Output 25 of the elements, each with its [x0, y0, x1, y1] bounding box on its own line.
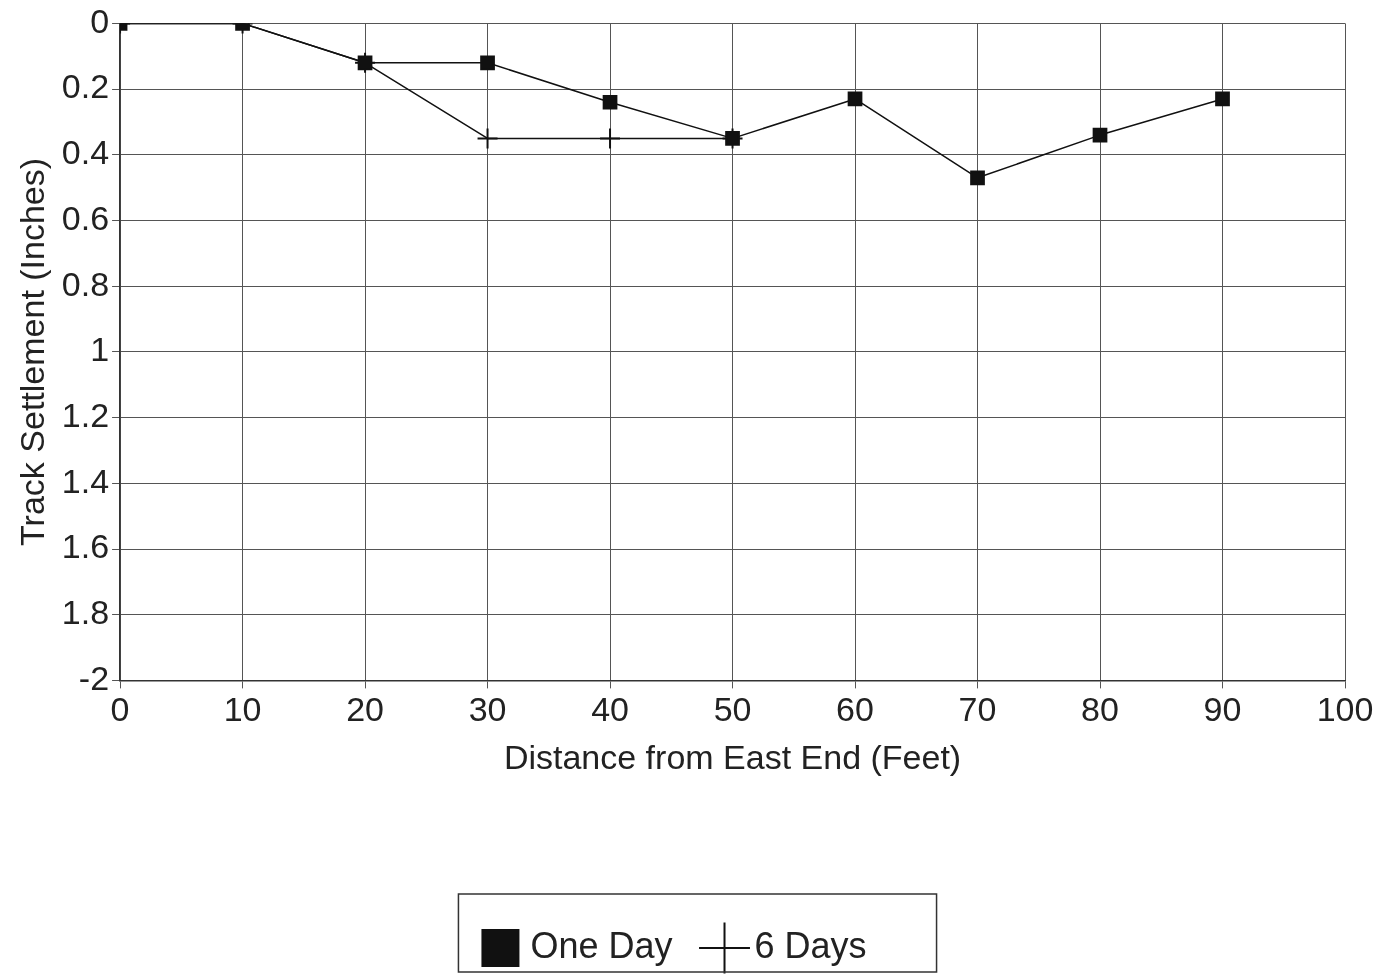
x-tick-label: 30: [468, 690, 507, 729]
y-tick-label: 1.6: [61, 527, 110, 566]
y-axis-title: Track Settlement (Inches): [12, 157, 51, 546]
x-tick-label: 70: [958, 690, 997, 729]
x-tick-label: 10: [223, 690, 262, 729]
x-axis-title: Distance from East End (Feet): [503, 737, 962, 776]
y-tick-label: 0.2: [61, 67, 110, 106]
x-tick-label: 80: [1081, 690, 1119, 729]
y-tick-label: 1: [90, 330, 110, 369]
x-tick-label: 20: [346, 690, 384, 729]
legend-label: 6 Days: [754, 924, 867, 966]
y-tick-label: 0: [90, 1, 110, 40]
y-tick-label: 1.2: [61, 395, 110, 434]
x-tick-label: 90: [1203, 690, 1242, 729]
x-tick-label: 50: [713, 690, 752, 729]
legend-label: One Day: [530, 924, 673, 966]
x-tick-label: 60: [836, 690, 874, 729]
y-tick-label: 0.4: [61, 133, 110, 172]
y-tick-label: 0.8: [61, 264, 110, 303]
x-tick-label: 40: [591, 690, 629, 729]
y-tick-label: 0.6: [61, 198, 110, 237]
x-tick-label: 100: [1316, 690, 1374, 729]
y-tick-label: 1.8: [61, 593, 110, 632]
y-tick-label: 1.4: [61, 461, 110, 500]
y-tick-label: -2: [78, 658, 110, 697]
